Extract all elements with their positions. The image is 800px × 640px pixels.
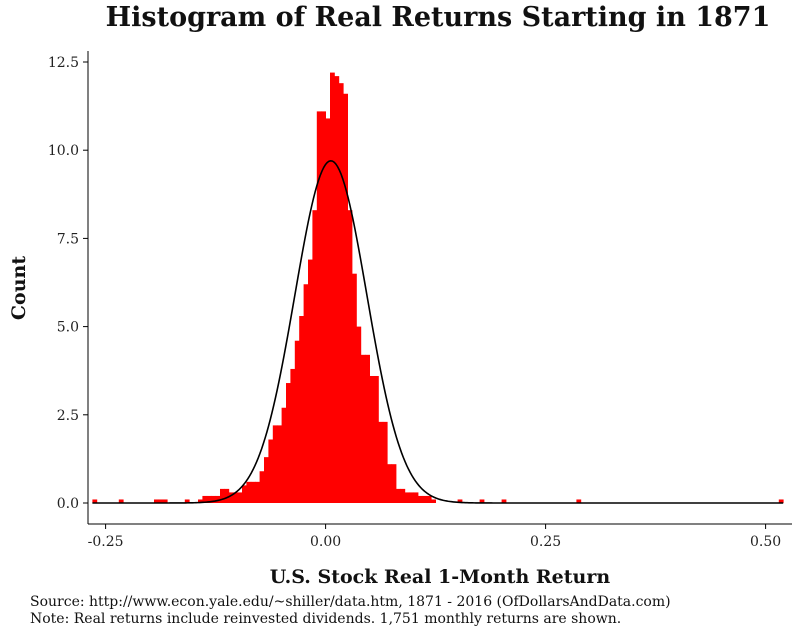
histogram-bar	[224, 488, 230, 503]
histogram-bar	[294, 340, 300, 503]
histogram-bar	[202, 495, 208, 503]
histogram-bar	[286, 383, 291, 503]
histogram-bar	[92, 499, 98, 503]
histogram-bar	[413, 492, 419, 503]
histogram-bar	[259, 471, 265, 503]
histogram-bar	[426, 495, 432, 503]
chart-title: Histogram of Real Returns Starting in 18…	[105, 2, 771, 33]
histogram-bar	[255, 481, 260, 503]
histogram-bar	[382, 421, 388, 503]
histogram-bar	[457, 499, 463, 503]
y-tick-label: 2.5	[57, 408, 79, 424]
histogram-bar	[215, 495, 221, 503]
x-axis-ticks: -0.25 0.00 0.25 0.50	[88, 524, 781, 550]
y-tick-label: 0.0	[57, 496, 79, 512]
histogram-bar	[418, 495, 423, 503]
histogram-bar	[206, 495, 212, 503]
histogram-bar	[237, 492, 243, 503]
histogram-bar	[290, 368, 296, 503]
histogram-bar	[316, 111, 322, 503]
histogram-bar	[501, 499, 507, 503]
x-tick-label: 0.00	[310, 534, 341, 550]
histogram-bar	[347, 210, 353, 503]
histogram-bar	[422, 495, 428, 503]
histogram-bar	[352, 273, 357, 503]
histogram-bar	[242, 485, 247, 503]
histogram-bar	[396, 488, 401, 503]
x-tick-label: -0.25	[88, 534, 124, 550]
histogram-bar	[778, 499, 784, 503]
histogram-bar	[308, 259, 313, 503]
y-axis-ticks: 0.0 2.5 5.0 7.5 10.0 12.5	[48, 55, 88, 512]
histogram-bar	[198, 499, 203, 503]
histogram-bar	[162, 499, 168, 503]
x-tick-label: 0.50	[750, 534, 781, 550]
histogram-bar	[299, 316, 304, 503]
histogram-bar	[321, 111, 326, 503]
x-tick-label: 0.25	[530, 534, 561, 550]
x-axis-label: U.S. Stock Real 1-Month Return	[270, 566, 611, 588]
source-note: Source: http://www.econ.yale.edu/~shille…	[30, 594, 671, 610]
histogram-bar	[360, 354, 366, 503]
normal-curve	[92, 159, 784, 504]
histogram-bar	[312, 210, 318, 503]
histogram-bar	[325, 118, 331, 503]
histogram-bar	[365, 354, 370, 503]
histogram-bar	[479, 499, 485, 503]
histogram-bar	[246, 481, 252, 503]
y-tick-label: 10.0	[48, 143, 79, 159]
histogram-bar	[431, 499, 436, 503]
histogram-bar	[343, 93, 348, 503]
footnote: Note: Real returns include reinvested di…	[30, 611, 622, 627]
histogram-bar	[211, 495, 216, 503]
histogram-bar	[369, 375, 375, 503]
histogram-bar	[387, 464, 392, 503]
histogram-bar	[576, 499, 582, 503]
histogram-bar	[334, 76, 340, 504]
histogram-bar	[184, 499, 190, 503]
histogram-bar	[400, 488, 406, 503]
y-axis-label: Count	[8, 256, 30, 320]
histogram-bar	[281, 407, 287, 503]
histogram-bar	[233, 492, 238, 503]
histogram-bar	[378, 421, 384, 503]
histogram-bar	[303, 284, 309, 503]
histogram-bar	[409, 492, 414, 503]
histogram-bar	[264, 457, 269, 503]
y-tick-label: 7.5	[57, 231, 79, 247]
histogram-bar	[154, 499, 159, 503]
histogram-bar	[272, 425, 278, 503]
histogram-bar	[374, 375, 379, 503]
histogram-bar	[228, 492, 234, 503]
y-tick-label: 12.5	[48, 55, 79, 71]
histogram-bar	[158, 499, 164, 503]
histogram-bar	[391, 464, 397, 503]
histogram-bar	[356, 326, 362, 503]
y-tick-label: 5.0	[57, 320, 79, 336]
histogram-bar	[268, 439, 274, 503]
histogram-bar	[330, 72, 335, 503]
histogram-bar	[338, 83, 344, 504]
histogram-bar	[404, 492, 410, 503]
histogram-bar	[250, 481, 256, 503]
histogram-bar	[220, 488, 225, 503]
histogram-bar	[118, 499, 124, 503]
histogram-bars	[92, 72, 784, 504]
histogram-bar	[277, 425, 282, 503]
